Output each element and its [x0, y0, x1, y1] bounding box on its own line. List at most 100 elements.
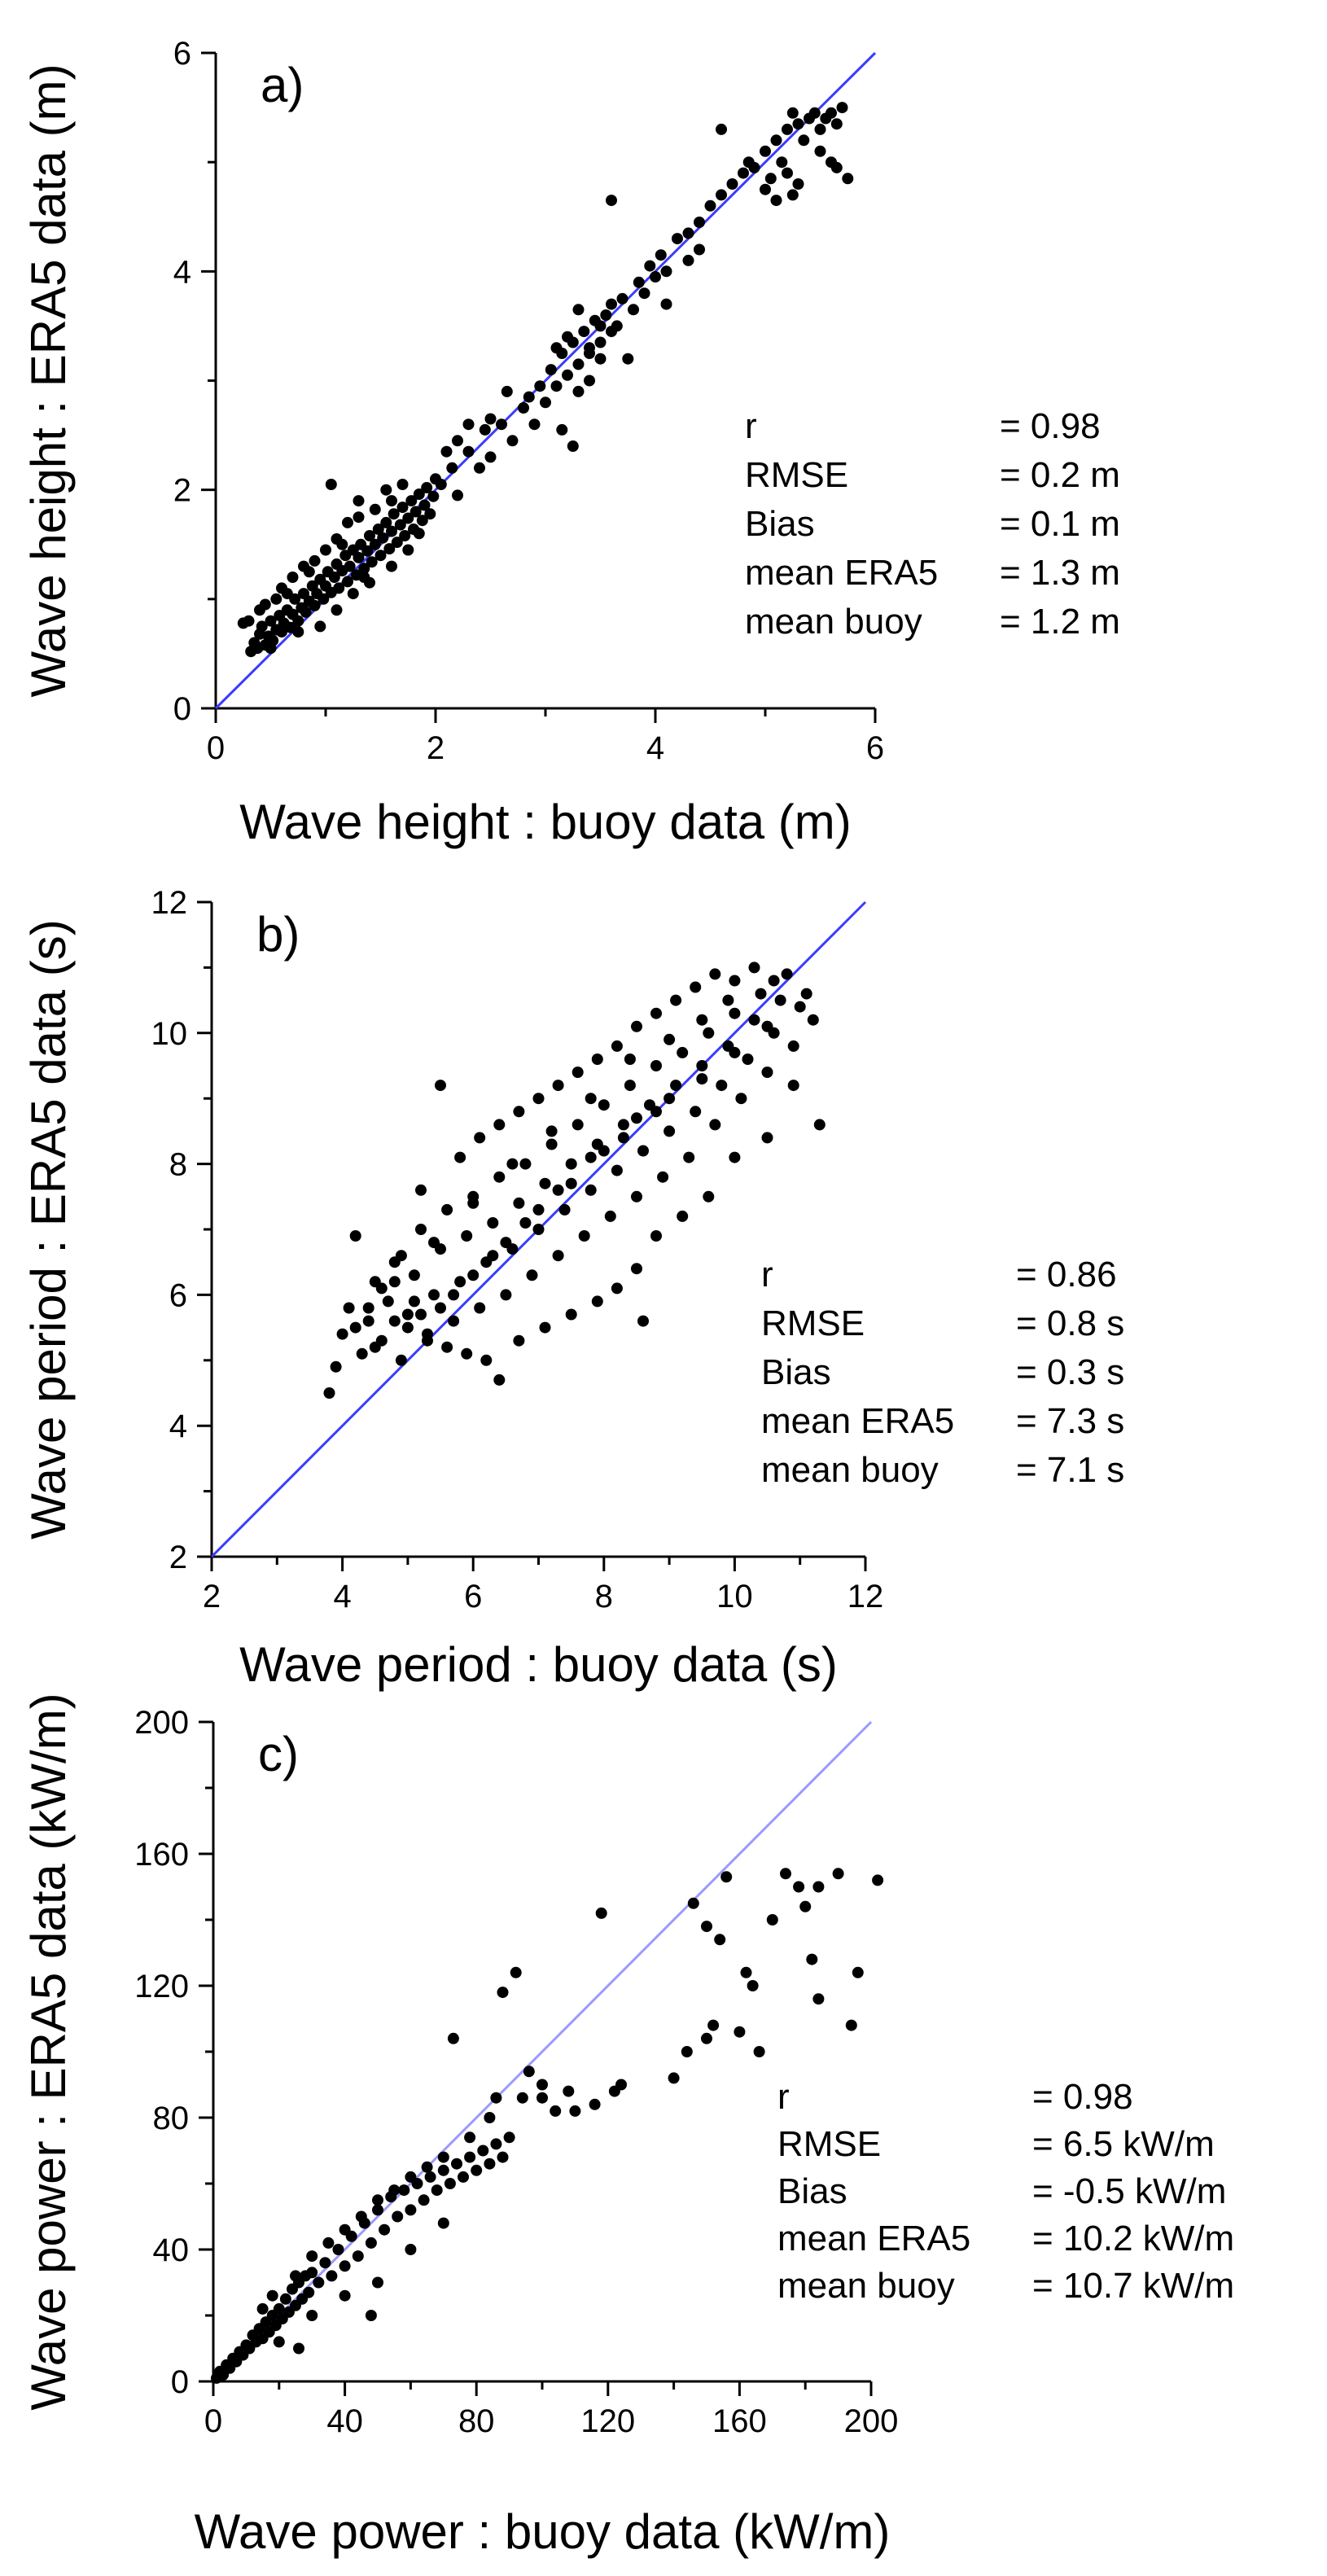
data-point [369, 503, 381, 515]
data-point [565, 1308, 577, 1321]
data-point [845, 2019, 857, 2031]
data-point [696, 1060, 708, 1071]
data-point [539, 1177, 551, 1189]
data-point [716, 189, 727, 201]
data-point [572, 1067, 584, 1078]
data-point [808, 107, 821, 119]
data-point [265, 615, 277, 627]
data-point [408, 1269, 420, 1281]
data-point [440, 445, 453, 458]
data-point [611, 1040, 623, 1052]
data-point [584, 375, 595, 387]
data-point [550, 342, 563, 354]
y-tick-label: 4 [169, 1408, 187, 1444]
data-point [513, 1334, 525, 1347]
data-point [484, 2112, 496, 2123]
data-point [369, 1341, 381, 1353]
data-point [342, 516, 353, 528]
y-axis-title: Wave power : ERA5 data (kW/m) [21, 1693, 76, 2410]
data-point [339, 2289, 351, 2302]
data-point [270, 593, 282, 605]
data-point [519, 1217, 532, 1229]
data-point [687, 1897, 699, 1909]
data-point [372, 524, 384, 535]
y-tick-label: 80 [153, 2101, 190, 2136]
one-to-one-line [212, 1720, 873, 2383]
data-point [471, 2164, 483, 2176]
data-point [518, 402, 529, 414]
data-point [572, 385, 585, 397]
x-tick-label: 160 [712, 2403, 767, 2439]
data-point [814, 123, 826, 135]
data-point [467, 1269, 480, 1281]
data-point [322, 2236, 335, 2249]
data-point [668, 2072, 680, 2084]
data-point [273, 2302, 285, 2315]
data-point [714, 1934, 726, 1946]
data-point [536, 2092, 548, 2104]
data-point [793, 1881, 805, 1893]
stat-label: mean buoy [761, 1450, 939, 1490]
data-point [787, 1040, 799, 1052]
data-point [786, 107, 799, 119]
data-point [690, 1106, 702, 1118]
data-point [372, 2194, 383, 2206]
data-point [309, 554, 321, 567]
data-point [428, 1289, 440, 1301]
x-tick-label: 8 [595, 1579, 613, 1614]
data-point [454, 1276, 466, 1288]
data-point [374, 550, 387, 562]
data-point [314, 620, 326, 633]
data-point [474, 462, 485, 474]
data-point [637, 1315, 649, 1327]
data-point [405, 2244, 417, 2255]
data-point [532, 1203, 545, 1216]
data-point [503, 2131, 515, 2144]
data-point [435, 1080, 446, 1092]
data-point [594, 336, 607, 348]
data-point [394, 519, 406, 531]
data-point [361, 545, 374, 557]
stat-value: = 10.2 kW/m [1032, 2219, 1234, 2258]
data-point [401, 1308, 414, 1321]
data-point [664, 1093, 676, 1105]
data-point [740, 1966, 752, 1978]
data-point [402, 512, 414, 524]
data-point [372, 2276, 383, 2289]
data-point [696, 1014, 708, 1026]
panel-label: b) [256, 907, 300, 962]
data-point [760, 145, 771, 157]
data-point [462, 445, 475, 458]
stat-label: r [777, 2077, 790, 2117]
data-point [388, 1276, 401, 1288]
data-point [415, 1308, 427, 1321]
x-tick-label: 10 [716, 1579, 753, 1614]
data-point [276, 626, 287, 638]
data-point [832, 1868, 844, 1880]
data-point [631, 1020, 642, 1032]
stat-label: RMSE [745, 455, 848, 495]
data-point [328, 572, 340, 583]
data-point [726, 178, 738, 190]
stat-label: Bias [777, 2171, 847, 2211]
x-tick-label: 4 [646, 730, 664, 766]
data-point [729, 1007, 741, 1019]
data-point [326, 2270, 338, 2282]
data-point [392, 2210, 404, 2223]
data-point [606, 298, 617, 310]
data-point [660, 265, 672, 278]
data-point [798, 134, 810, 147]
data-point [336, 538, 348, 550]
data-point [696, 1073, 708, 1085]
stat-label: mean ERA5 [777, 2219, 970, 2258]
data-point [768, 975, 780, 987]
data-point [401, 1321, 414, 1334]
data-point [552, 1250, 564, 1262]
y-axis-title: Wave period : ERA5 data (s) [21, 919, 76, 1539]
data-point [670, 994, 682, 1006]
data-point [451, 2158, 462, 2170]
data-point [523, 2066, 535, 2078]
stat-value: = 7.3 s [1016, 1401, 1124, 1441]
data-point [729, 1046, 741, 1058]
data-point [631, 1263, 642, 1275]
